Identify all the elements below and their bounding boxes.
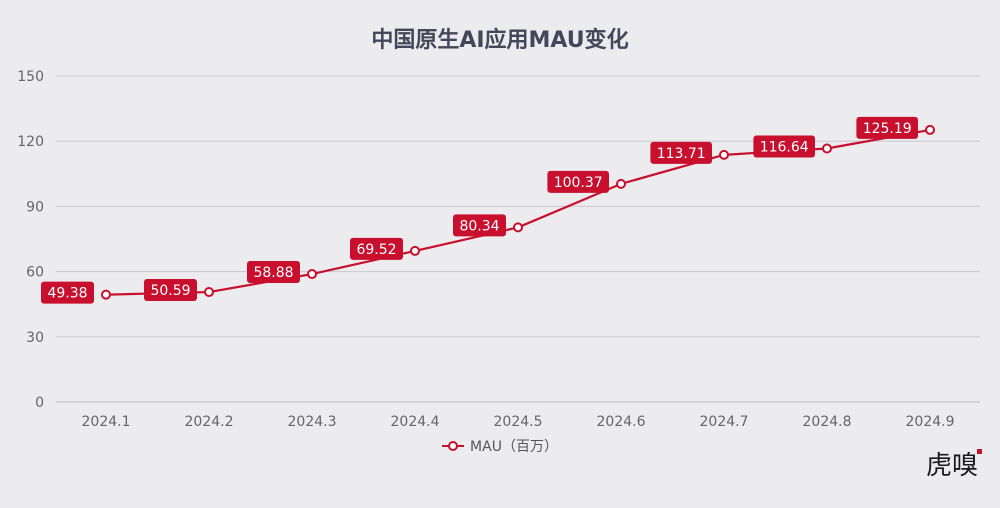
- chart-legend[interactable]: MAU（百万）: [0, 436, 1000, 456]
- data-label-box: [753, 135, 815, 158]
- y-tick-label: 60: [26, 265, 44, 281]
- data-label: 49.38: [41, 281, 94, 304]
- data-label-box: [650, 141, 712, 164]
- data-label-text: 50.59: [150, 283, 190, 299]
- data-label: 58.88: [247, 261, 300, 284]
- data-label-text: 49.38: [47, 286, 87, 302]
- watermark-dot: [977, 449, 982, 454]
- x-tick-label: 2024.7: [700, 414, 749, 430]
- y-tick-label: 120: [17, 134, 44, 150]
- x-axis-ticks: 2024.1 2024.2 2024.3 2024.4 2024.5 2024.6 2024…: [82, 414, 955, 430]
- data-labels-layer: 49.38 50.59 58.88 69.52 80.34 100.37 113.71 116…: [41, 116, 918, 304]
- data-label-text: 100.37: [554, 175, 603, 191]
- data-label: 80.34: [453, 214, 506, 237]
- x-tick-label: 2024.5: [494, 414, 543, 430]
- data-label-text: 113.71: [657, 146, 706, 162]
- data-point: [719, 149, 729, 160]
- data-point: [822, 143, 832, 154]
- data-point: [925, 124, 935, 135]
- data-label-box: [350, 237, 403, 260]
- data-point: [513, 222, 523, 233]
- data-label-text: 69.52: [356, 242, 396, 258]
- data-label-box: [247, 261, 300, 284]
- x-tick-label: 2024.8: [803, 414, 852, 430]
- x-tick-label: 2024.1: [82, 414, 131, 430]
- chart-title: 中国原生AI应用MAU变化: [371, 28, 629, 53]
- data-label-box: [547, 170, 609, 193]
- data-label-box: [453, 214, 506, 237]
- data-point: [101, 289, 111, 300]
- watermark-logo: 虎嗅: [925, 445, 982, 482]
- y-tick-label: 0: [35, 395, 44, 411]
- watermark-text: 虎嗅: [925, 451, 978, 481]
- data-label: 100.37: [547, 170, 609, 193]
- data-point: [204, 287, 214, 298]
- y-tick-label: 150: [17, 69, 44, 85]
- data-label: 116.64: [753, 135, 815, 158]
- data-label: 113.71: [650, 141, 712, 164]
- data-label: 125.19: [856, 116, 918, 139]
- x-tick-label: 2024.9: [906, 414, 955, 430]
- data-point: [307, 269, 317, 280]
- x-tick-label: 2024.6: [597, 414, 646, 430]
- legend-line-marker-icon: [442, 441, 465, 451]
- data-point: [410, 245, 420, 256]
- legend-label: MAU（百万）: [470, 439, 558, 455]
- data-label-box: [856, 116, 918, 139]
- data-label-text: 80.34: [459, 218, 499, 234]
- x-tick-label: 2024.2: [185, 414, 234, 430]
- data-points-layer: [101, 124, 935, 300]
- y-tick-label: 30: [26, 330, 44, 346]
- data-label-box: [144, 279, 197, 302]
- data-label-text: 116.64: [760, 140, 809, 156]
- x-tick-label: 2024.3: [288, 414, 337, 430]
- data-label: 69.52: [350, 237, 403, 260]
- x-tick-label: 2024.4: [391, 414, 440, 430]
- grid-layer: [56, 75, 980, 403]
- y-tick-label: 90: [26, 199, 44, 215]
- y-axis-ticks: 0 30 60 90 120 150: [17, 69, 44, 411]
- data-label-text: 125.19: [863, 121, 912, 137]
- data-label-text: 58.88: [253, 265, 293, 281]
- data-label-box: [41, 281, 94, 304]
- data-label: 50.59: [144, 279, 197, 302]
- data-point: [616, 178, 626, 189]
